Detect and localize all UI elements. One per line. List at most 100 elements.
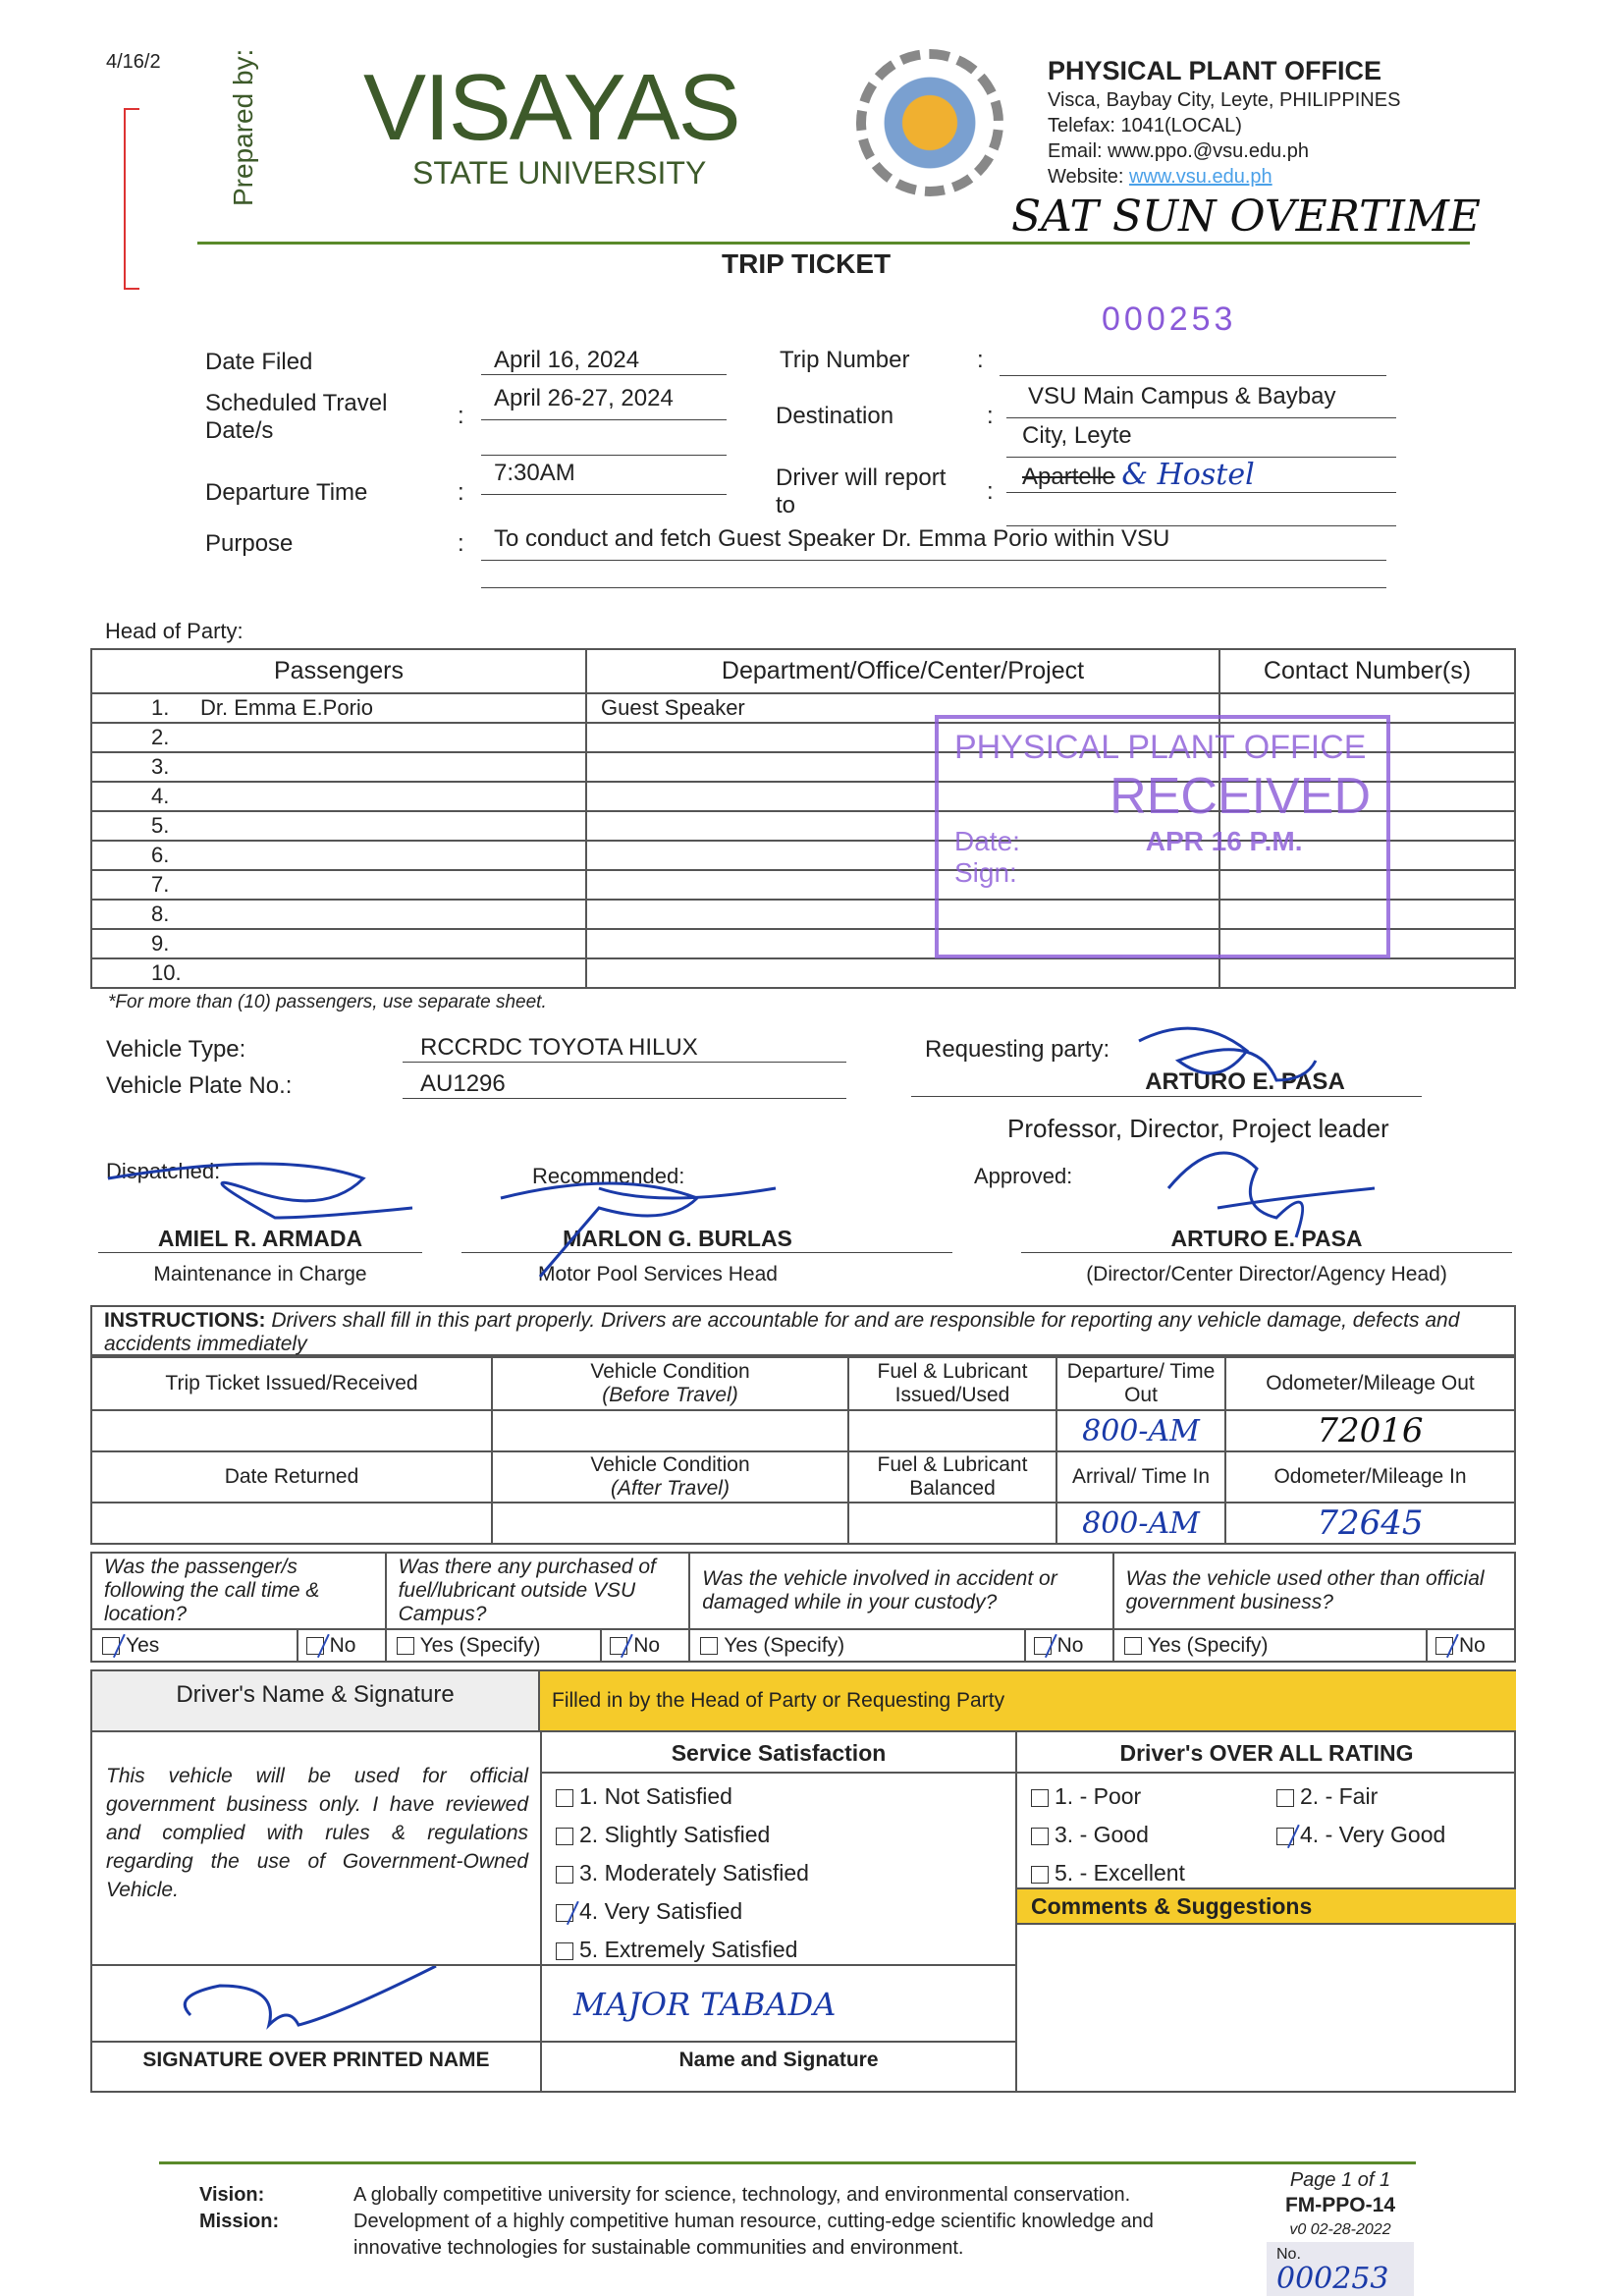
odometer-out-value[interactable]: 72016 xyxy=(1224,1409,1516,1452)
checkbox-icon[interactable] xyxy=(1033,1636,1052,1655)
vehicle-type-field[interactable]: RCCRDC TOYOTA HILUX xyxy=(403,1034,846,1063)
time-in-value[interactable]: 800-AM xyxy=(1056,1502,1226,1545)
passenger-contact[interactable] xyxy=(1218,722,1516,753)
passenger-dept[interactable] xyxy=(585,928,1220,959)
passenger-row: 5. xyxy=(90,810,1516,842)
checkbox-icon[interactable] xyxy=(610,1636,628,1655)
passenger-row: 4. xyxy=(90,781,1516,812)
answer-yes[interactable]: Yes (Specify) xyxy=(384,1628,603,1663)
prepared-by-label: Prepared by: xyxy=(228,48,258,206)
passenger-dept[interactable] xyxy=(585,840,1220,871)
passenger-contact[interactable] xyxy=(1218,840,1516,871)
passenger-contact[interactable] xyxy=(1218,928,1516,959)
satisfaction-option[interactable]: 1. Not Satisfied xyxy=(556,1777,809,1816)
answer-no[interactable]: No xyxy=(296,1628,387,1663)
question: Was the vehicle involved in accident or … xyxy=(688,1552,1114,1630)
checkbox-icon[interactable] xyxy=(1031,1788,1049,1807)
trip-log-table: Trip Ticket Issued/Received Vehicle Condi… xyxy=(90,1356,1516,1545)
satisfaction-signature-label: Name and Signature xyxy=(542,2041,1015,2072)
odometer-in-value[interactable]: 72645 xyxy=(1224,1502,1516,1545)
passenger-note: *For more than (10) passengers, use sepa… xyxy=(108,992,547,1012)
head-of-party-label: Head of Party: xyxy=(105,619,244,643)
answer-yes[interactable]: Yes (Specify) xyxy=(1111,1628,1429,1663)
checkbox-icon[interactable] xyxy=(556,1827,573,1845)
checkbox-icon[interactable] xyxy=(700,1636,719,1655)
purpose-field[interactable]: To conduct and fetch Guest Speaker Dr. E… xyxy=(481,525,1386,561)
passenger-contact[interactable] xyxy=(1218,810,1516,842)
red-margin-mark xyxy=(124,108,139,290)
passenger-row: 2. xyxy=(90,722,1516,753)
checkbox-icon[interactable] xyxy=(1435,1636,1453,1655)
checkbox-icon[interactable] xyxy=(1123,1636,1142,1655)
checkbox-icon[interactable] xyxy=(556,1903,573,1922)
evaluation-section: Driver's Name & Signature Filled in by t… xyxy=(90,1669,1516,2093)
passenger-dept[interactable] xyxy=(585,810,1220,842)
destination-field-2[interactable]: City, Leyte xyxy=(1006,422,1396,458)
website-link[interactable]: www.vsu.edu.ph xyxy=(1129,166,1272,188)
destination-field-1[interactable]: VSU Main Campus & Baybay xyxy=(1006,383,1396,418)
university-logo: VISAYAS STATE UNIVERSITY xyxy=(363,55,741,191)
passenger-dept[interactable] xyxy=(585,869,1220,901)
satisfaction-option[interactable]: 3. Moderately Satisfied xyxy=(556,1854,809,1892)
passenger-contact[interactable] xyxy=(1218,751,1516,783)
departure-time-field[interactable]: 7:30AM xyxy=(481,460,727,495)
comments-field[interactable] xyxy=(1017,1925,1516,2093)
answer-no[interactable]: No xyxy=(1426,1628,1516,1663)
passenger-dept[interactable] xyxy=(585,722,1220,753)
satisfaction-option[interactable]: 5. Extremely Satisfied xyxy=(556,1931,809,1969)
checkbox-icon[interactable] xyxy=(556,1941,573,1960)
checkbox-icon[interactable] xyxy=(102,1636,120,1655)
checkbox-icon[interactable] xyxy=(1031,1827,1049,1845)
serial-stamp: 000253 xyxy=(1102,301,1237,338)
travel-date-field[interactable]: April 26-27, 2024 xyxy=(481,385,727,420)
plate-field[interactable]: AU1296 xyxy=(403,1070,846,1099)
driver-statement: This vehicle will be used for official g… xyxy=(106,1765,528,1901)
satisfaction-option[interactable]: 4. Very Satisfied xyxy=(556,1892,809,1931)
driver-header: Driver's Name & Signature xyxy=(92,1671,540,1732)
checkbox-icon[interactable] xyxy=(305,1636,324,1655)
checkbox-icon[interactable] xyxy=(396,1636,414,1655)
passenger-contact[interactable] xyxy=(1218,869,1516,901)
passenger-dept[interactable] xyxy=(585,781,1220,812)
passenger-dept[interactable] xyxy=(585,899,1220,930)
rating-title: Driver's OVER ALL RATING xyxy=(1119,1740,1414,1766)
checkbox-icon[interactable] xyxy=(1031,1865,1049,1884)
driver-signature-label: SIGNATURE OVER PRINTED NAME xyxy=(92,2041,540,2072)
rating-option[interactable]: 5. - Excellent xyxy=(1031,1854,1276,1892)
requesting-party-title: Professor, Director, Project leader xyxy=(1007,1114,1389,1143)
rating-option[interactable]: 3. - Good xyxy=(1031,1816,1276,1854)
passenger-contact[interactable] xyxy=(1218,899,1516,930)
checkbox-icon[interactable] xyxy=(556,1788,573,1807)
passenger-row: 6. xyxy=(90,840,1516,871)
answer-no[interactable]: No xyxy=(1023,1628,1114,1663)
passengers-table: Passengers Department/Office/Center/Proj… xyxy=(90,648,1516,989)
satisfaction-title: Service Satisfaction xyxy=(671,1740,887,1766)
answer-yes[interactable]: Yes (Specify) xyxy=(688,1628,1026,1663)
dispatcher-name: AMIEL R. ARMADA xyxy=(98,1226,422,1253)
header-rule xyxy=(197,242,1470,245)
passenger-dept[interactable] xyxy=(585,751,1220,783)
rating-option[interactable]: 2. - Fair xyxy=(1276,1777,1512,1816)
ink-signatures xyxy=(107,1026,1376,1278)
trip-number-field[interactable] xyxy=(1000,347,1386,376)
answer-no[interactable]: No xyxy=(600,1628,691,1663)
passenger-row: 8. xyxy=(90,899,1516,930)
report-to-field[interactable]: Apartelle & Hostel xyxy=(1006,458,1396,493)
checkbox-icon[interactable] xyxy=(556,1865,573,1884)
passenger-name[interactable]: Dr. Emma E.Porio xyxy=(200,695,374,720)
passenger-row: 3. xyxy=(90,751,1516,783)
satisfaction-option[interactable]: 2. Slightly Satisfied xyxy=(556,1816,809,1854)
rating-option[interactable]: 1. - Poor xyxy=(1031,1777,1276,1816)
passenger-dept[interactable] xyxy=(585,957,1220,989)
answer-yes[interactable]: Yes xyxy=(90,1628,298,1663)
checkbox-icon[interactable] xyxy=(1276,1827,1294,1845)
checkbox-icon[interactable] xyxy=(1276,1788,1294,1807)
passenger-contact[interactable] xyxy=(1218,781,1516,812)
vision-mission: A globally competitive university for sc… xyxy=(353,2184,1154,2259)
comments-header: Comments & Suggestions xyxy=(1017,1887,1516,1925)
recommender-name: MARLON G. BURLAS xyxy=(461,1226,952,1253)
passenger-contact[interactable] xyxy=(1218,957,1516,989)
rating-option[interactable]: 4. - Very Good xyxy=(1276,1816,1512,1854)
date-filed-field[interactable]: April 16, 2024 xyxy=(481,347,727,375)
time-out-value[interactable]: 800-AM xyxy=(1056,1409,1226,1452)
